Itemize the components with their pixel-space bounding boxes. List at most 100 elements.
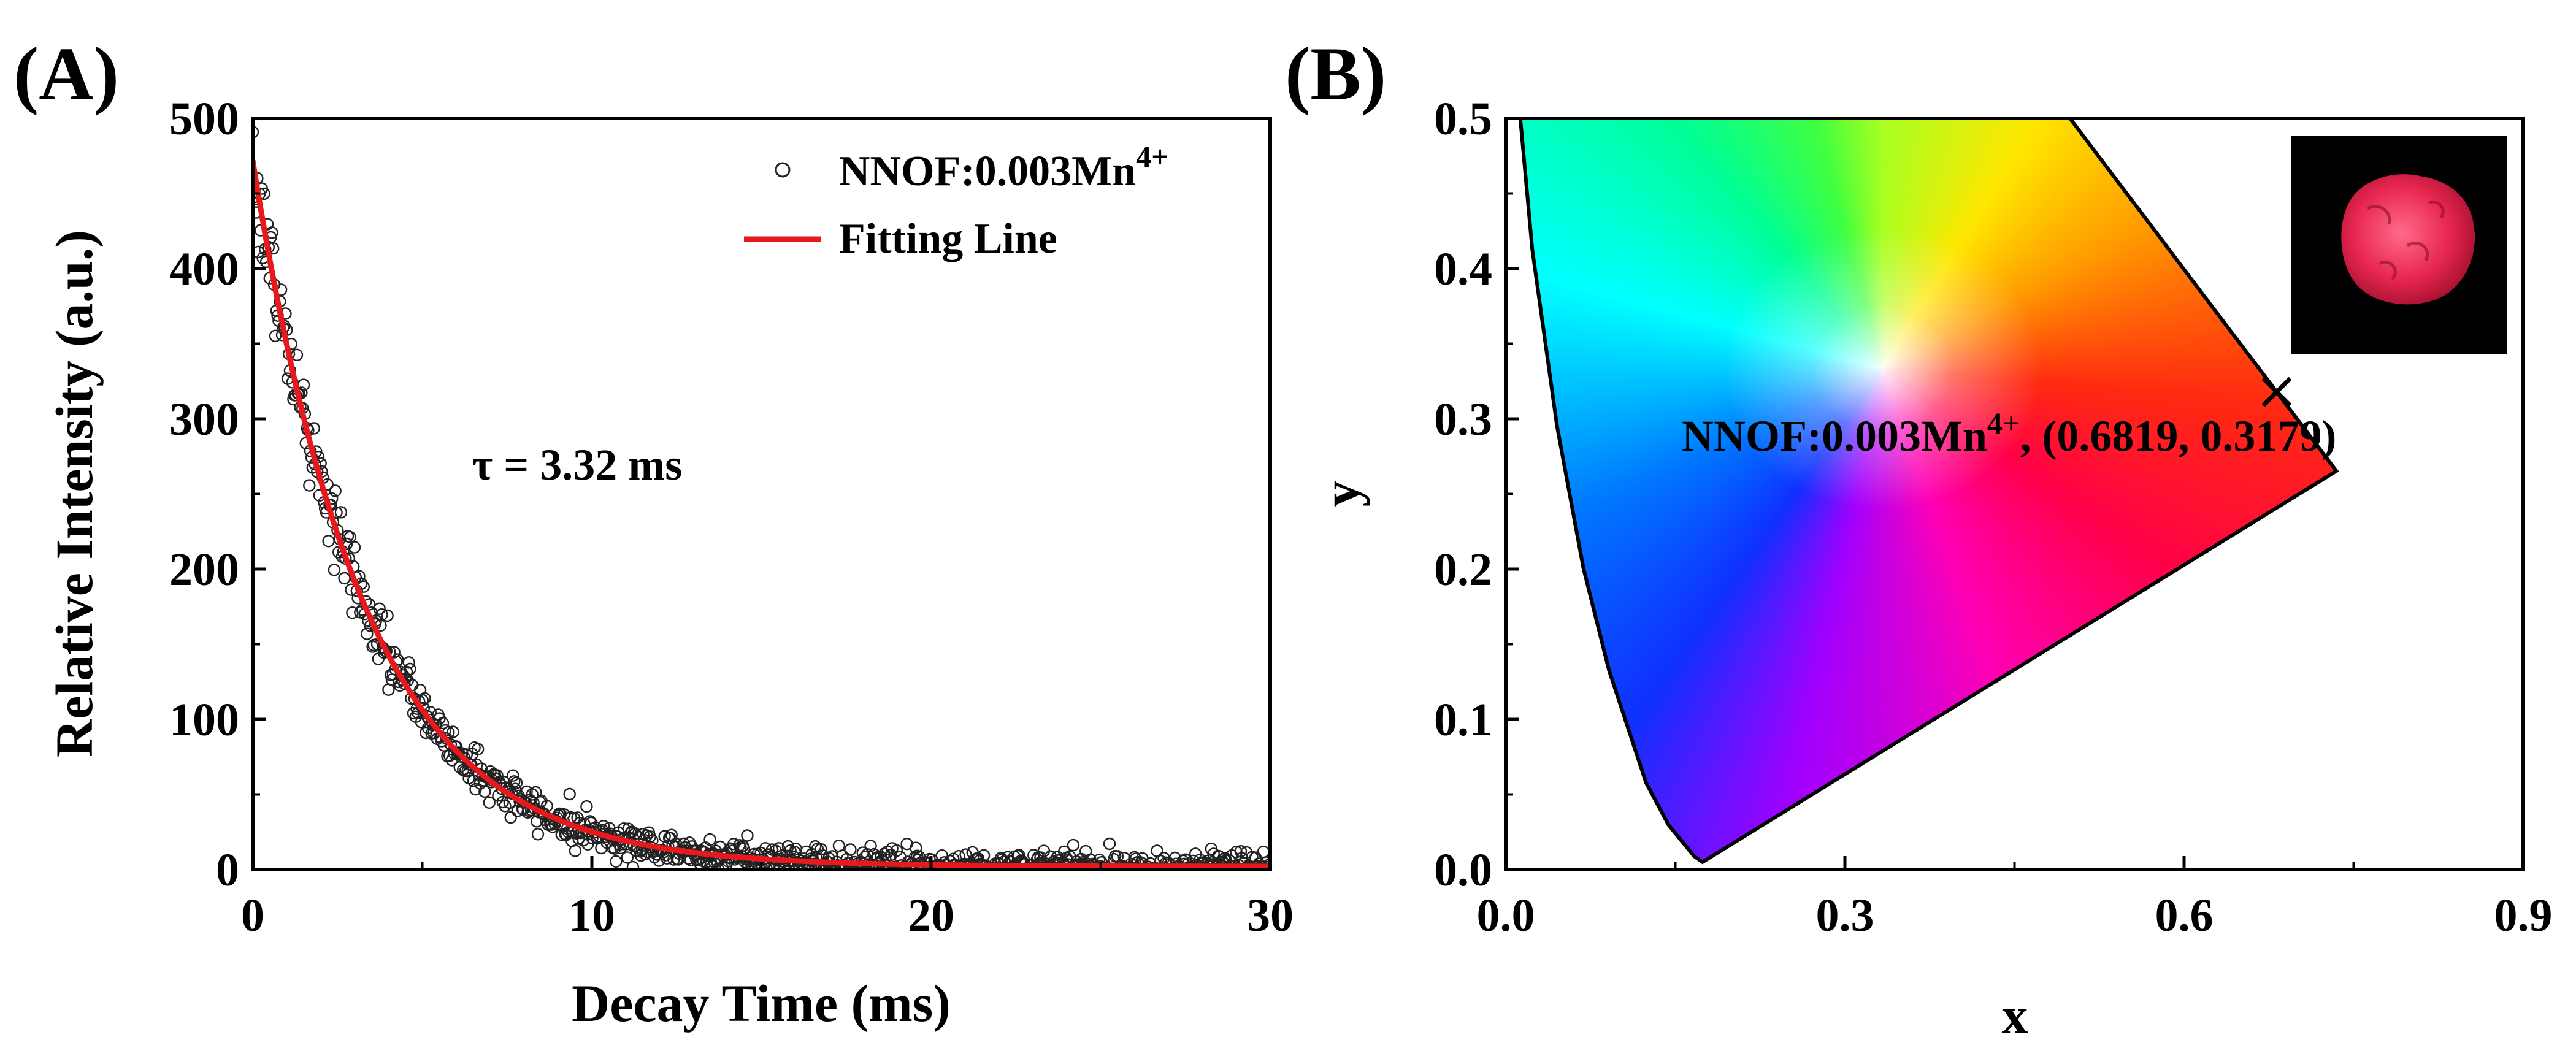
x-tick-label-b: 0.6 [2155, 890, 2214, 941]
legend-a: NNOF:0.003Mn4+ Fitting Line [744, 139, 1169, 262]
y-tick-label-a: 100 [169, 694, 239, 746]
decay-data-point [400, 665, 413, 678]
plot-frame-a [251, 117, 1272, 871]
decay-data-point [328, 564, 341, 576]
decay-data-point [581, 838, 594, 851]
y-tick-label-a: 0 [216, 844, 239, 896]
particle-texture [2366, 200, 2445, 280]
inset-photo [2291, 136, 2507, 354]
x-axis-ticks-a: 0 10 20 30 [241, 856, 1294, 941]
y-tick-label-a: 200 [169, 544, 239, 595]
decay-data-point [436, 716, 450, 730]
x-axis-title-b: x [2002, 986, 2028, 1045]
decay-data-point [890, 844, 903, 857]
decay-data-point [531, 815, 543, 828]
decay-data-point [413, 683, 427, 697]
decay-data-point [1067, 838, 1080, 852]
decay-data-point [703, 833, 716, 846]
y-tick-label-b: 0.2 [1434, 544, 1492, 595]
decay-data-point [618, 822, 631, 835]
decay-data-point [418, 692, 431, 705]
decay-data-point [338, 572, 351, 585]
fitting-line [253, 159, 1270, 870]
decay-data-point [303, 479, 316, 492]
y-tick-label-a: 400 [169, 243, 239, 295]
x-tick-label-a: 20 [908, 890, 954, 941]
decay-data-point [508, 782, 522, 795]
decay-data-point [844, 843, 857, 856]
decay-data-point [727, 838, 740, 851]
y-tick-label-b: 0.4 [1434, 243, 1492, 295]
decay-data-point [348, 541, 361, 554]
x-axis-title-a: Decay Time (ms) [572, 974, 951, 1033]
decay-data-point [381, 609, 394, 622]
decay-data-point [563, 787, 576, 801]
decay-data-point [334, 506, 348, 519]
chromaticity-point-marker [2261, 377, 2292, 407]
y-axis-title-a: Relative Intensity (a.u.) [45, 230, 104, 757]
point-marker-stroke [2261, 377, 2292, 407]
decay-data-point [610, 855, 623, 868]
panel-label-a: (A) [13, 32, 119, 116]
decay-data-point [508, 775, 521, 788]
decay-data-point [540, 800, 553, 813]
panel-label-b: (B) [1285, 32, 1386, 116]
y-tick-label-b: 0.3 [1434, 394, 1492, 445]
decay-data-point [447, 725, 459, 738]
cie-annotation: NNOF:0.003Mn4+, (0.6819, 0.3179) [1682, 406, 2336, 461]
decay-data-point [621, 851, 634, 864]
x-tick-label-b: 0.9 [2494, 890, 2553, 941]
y-axis-title-b: y [1311, 481, 1370, 507]
decay-data-point [290, 348, 304, 361]
decay-data-point [520, 785, 533, 798]
decay-data-point [510, 776, 523, 789]
y-tick-label-b: 0.1 [1434, 694, 1492, 746]
decay-data-point [526, 788, 539, 801]
decay-data-point [253, 126, 259, 139]
decay-panel: (A) 0 10 20 30 0 100 200 300 400 500 Decay Time … [13, 32, 1294, 1033]
tau-annotation: τ = 3.32 ms [472, 440, 682, 489]
decay-data-point [504, 811, 517, 824]
decay-data-point [375, 608, 388, 621]
decay-data-point [569, 844, 582, 857]
x-tick-label-a: 0 [241, 890, 264, 941]
decay-data-point [404, 662, 416, 676]
decay-data-point [815, 843, 827, 856]
decay-data-point [864, 840, 877, 852]
decay-data-point [402, 656, 415, 669]
decay-data-point [343, 530, 356, 544]
decay-data-point [626, 860, 640, 870]
decay-data-point [269, 329, 282, 342]
y-axis-ticks-b: 0.0 0.1 0.2 0.3 0.4 0.5 [1434, 93, 1519, 896]
decay-data-point [1151, 844, 1163, 857]
decay-data-point [472, 743, 485, 755]
decay-data-point [373, 602, 386, 615]
x-tick-label-b: 0.0 [1477, 890, 1535, 941]
decay-data-point [531, 828, 545, 841]
decay-data-point [297, 378, 310, 391]
decay-data-point [322, 535, 335, 548]
phosphor-particle [2341, 174, 2475, 305]
decay-data-point [478, 785, 491, 798]
decay-data-point [329, 484, 342, 497]
y-tick-label-b: 0.0 [1434, 844, 1492, 896]
decay-data-point [741, 829, 754, 842]
x-tick-label-a: 10 [569, 890, 615, 941]
y-axis-ticks-a: 0 100 200 300 400 500 [169, 93, 266, 896]
white-point-glow [1723, 228, 2042, 510]
decay-data-point [1103, 837, 1116, 851]
x-tick-label-a: 30 [1247, 890, 1294, 941]
decay-data-point [529, 786, 542, 799]
decay-data-point [1257, 845, 1270, 859]
cie-panel: (B) 0.0 0.3 0.6 0.9 0.00.10.20.30.40.5 x y … [1285, 32, 2553, 1045]
legend-label-sample: NNOF:0.003Mn4+ [839, 139, 1169, 195]
y-tick-label-a: 300 [169, 394, 239, 445]
decay-data-point [580, 800, 593, 813]
decay-data-point [483, 796, 496, 809]
legend-marker-circle [775, 162, 791, 178]
x-tick-label-b: 0.3 [1816, 890, 1874, 941]
y-tick-label-b: 0.5 [1434, 93, 1492, 145]
decay-data-point [1234, 844, 1248, 858]
legend-label-fit: Fitting Line [839, 215, 1057, 262]
